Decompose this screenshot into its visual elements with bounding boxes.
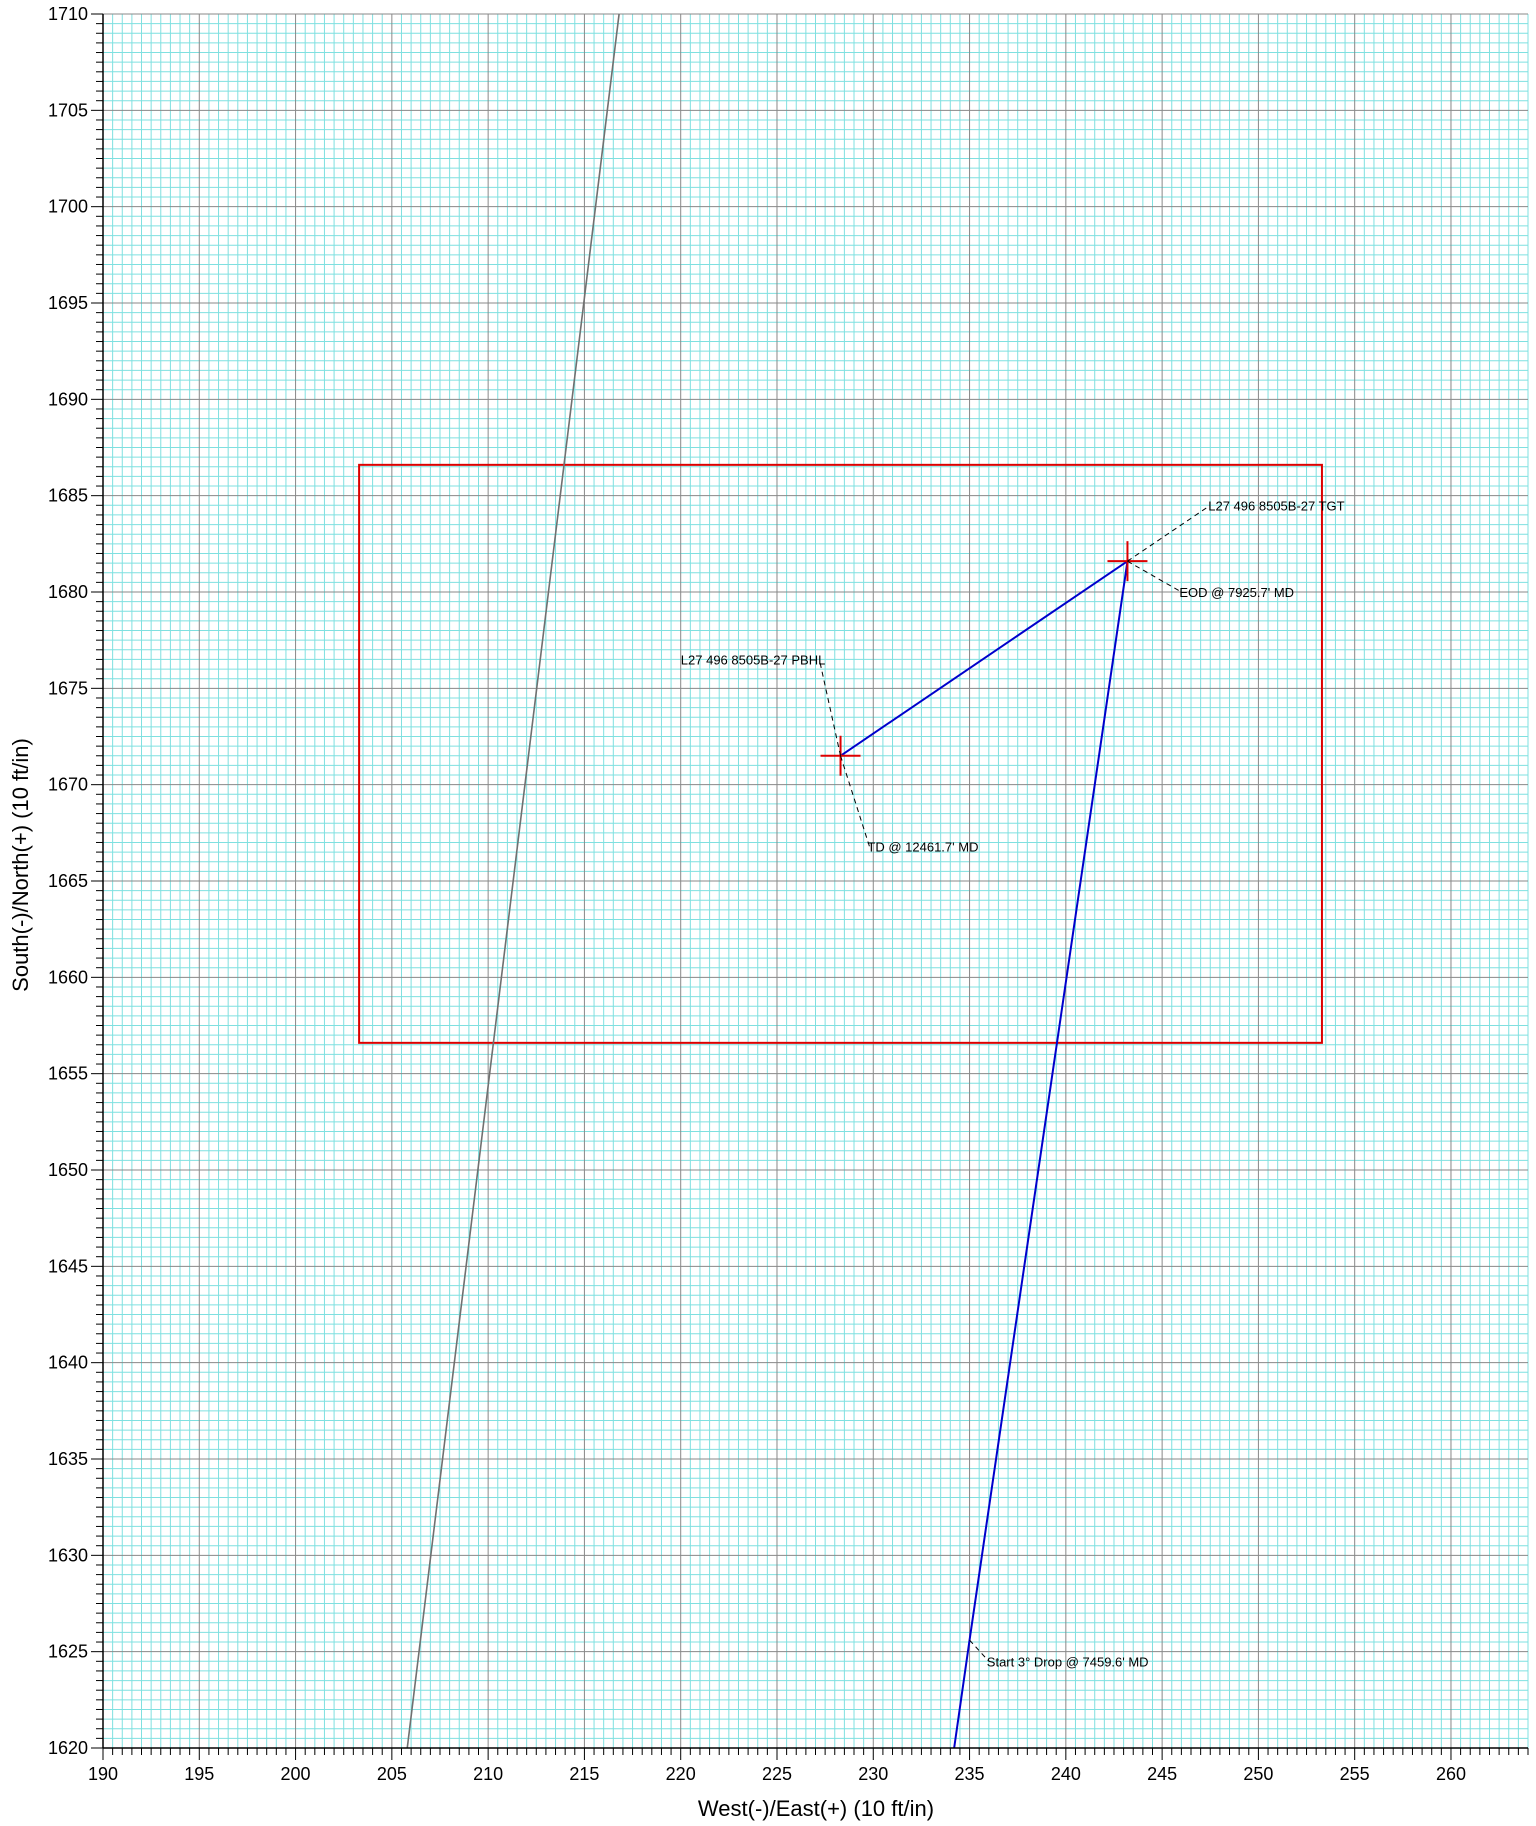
x-tick-label: 200 <box>281 1764 311 1784</box>
x-tick-label: 190 <box>88 1764 118 1784</box>
annotation-layer: L27 496 8505B-27 TGT EOD @ 7925.7' MD L27 … <box>681 498 1345 1669</box>
y-tick-label: 1700 <box>48 197 88 217</box>
y-tick-label: 1665 <box>48 871 88 891</box>
y-tick-label: 1640 <box>48 1353 88 1373</box>
annotation-leader <box>818 659 842 756</box>
y-tick-label: 1695 <box>48 293 88 313</box>
y-tick-label: 1675 <box>48 678 88 698</box>
offset-well-line <box>406 13 620 1749</box>
annotation-leader <box>1127 560 1182 593</box>
x-tick-label: 245 <box>1147 1764 1177 1784</box>
x-tick-label: 240 <box>1051 1764 1081 1784</box>
y-tick-label: 1635 <box>48 1449 88 1469</box>
y-tick-label: 1685 <box>48 486 88 506</box>
x-tick-label: 260 <box>1436 1764 1466 1784</box>
x-tick-label: 250 <box>1243 1764 1273 1784</box>
y-tick-label: 1690 <box>48 389 88 409</box>
x-tick-label: 225 <box>762 1764 792 1784</box>
y-tick-label: 1710 <box>48 4 88 24</box>
x-tick-label: 205 <box>377 1764 407 1784</box>
annotation-label: L27 496 8505B-27 TGT <box>1208 498 1344 513</box>
x-tick-label: 215 <box>569 1764 599 1784</box>
x-axis-title: West(-)/East(+) (10 ft/in) <box>698 1796 934 1821</box>
target-box <box>358 463 1323 1044</box>
x-tick-label: 255 <box>1340 1764 1370 1784</box>
y-tick-label: 1670 <box>48 775 88 795</box>
annotation-label: TD @ 12461.7' MD <box>867 839 978 854</box>
x-tick-label: 220 <box>666 1764 696 1784</box>
y-tick-label: 1630 <box>48 1545 88 1565</box>
annotation-leader <box>840 755 870 847</box>
y-tick-label: 1625 <box>48 1642 88 1662</box>
axes-layer: 190 195 200 205 210 215 220 225 230 235 240 245 250 2… <box>48 4 1529 1784</box>
x-tick-label: 235 <box>955 1764 985 1784</box>
x-tick-label: 195 <box>184 1764 214 1784</box>
y-tick-label: 1705 <box>48 100 88 120</box>
y-tick-label: 1680 <box>48 582 88 602</box>
y-tick-label: 1645 <box>48 1256 88 1276</box>
y-tick-label: 1655 <box>48 1064 88 1084</box>
annotation-label: EOD @ 7925.7' MD <box>1179 585 1294 600</box>
annotation-label: L27 496 8505B-27 PBHL <box>681 652 826 667</box>
annotation-leader <box>969 1639 990 1662</box>
series-layer <box>358 13 1323 1749</box>
y-tick-label: 1650 <box>48 1160 88 1180</box>
annotation-leader <box>1127 504 1211 562</box>
y-tick-label: 1620 <box>48 1738 88 1758</box>
wellpath-line <box>839 559 1129 1749</box>
y-tick-label: 1660 <box>48 967 88 987</box>
x-tick-label: 210 <box>473 1764 503 1784</box>
y-axis-title: South(-)/North(+) (10 ft/in) <box>8 738 33 992</box>
x-tick-label: 230 <box>858 1764 888 1784</box>
annotation-label: Start 3° Drop @ 7459.6' MD <box>987 1654 1149 1669</box>
